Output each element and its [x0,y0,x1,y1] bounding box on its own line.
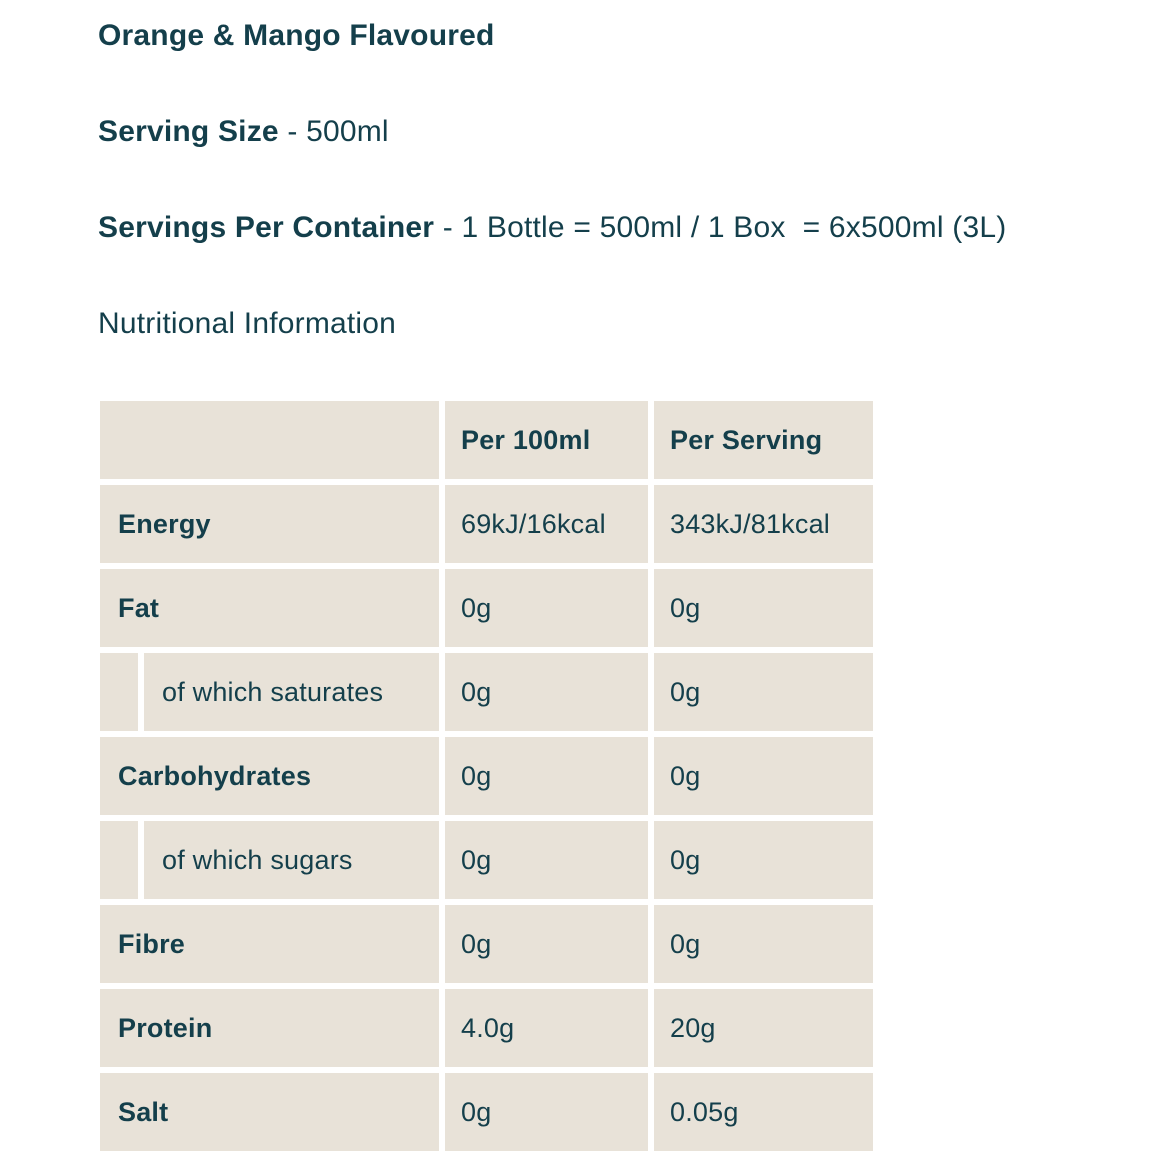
per-100ml-cell: 69kJ/16kcal [445,485,648,563]
row-indent-cell [100,821,138,899]
row-label-cell: Fibre [100,905,439,983]
row-label-cell: Protein [100,989,439,1067]
per-100ml-cell: 0g [445,1073,648,1151]
nutritional-information-text: Nutritional Information [98,307,397,340]
nutritional-information-heading: Nutritional Information [98,306,396,342]
header-per-serving: Per Serving [654,401,873,479]
per-serving-cell: 0g [654,821,873,899]
product-flavour-title: Orange & Mango Flavoured [98,18,495,54]
row-indent-cell [100,653,138,731]
row-label-cell: Salt [100,1073,439,1151]
nutrition-table: Per 100ml Per Serving Energy 69kJ/16kcal… [100,401,873,1151]
per-serving-cell: 0g [654,905,873,983]
per-serving-cell: 343kJ/81kcal [654,485,873,563]
row-label-cell: Fat [100,569,439,647]
per-serving-cell: 0g [654,569,873,647]
row-label-cell: Carbohydrates [100,737,439,815]
per-serving-cell: 0g [654,737,873,815]
flavour-title-text: Orange & Mango Flavoured [98,19,495,52]
servings-per-container-value: - 1 Bottle = 500ml / 1 Box = 6x500ml (3L… [434,211,1007,244]
per-serving-cell: 0g [654,653,873,731]
per-100ml-cell: 0g [445,569,648,647]
servings-per-container-label: Servings Per Container [98,211,435,244]
per-100ml-cell: 0g [445,737,648,815]
per-serving-cell: 0.05g [654,1073,873,1151]
row-label-cell: of which sugars [144,821,439,899]
per-100ml-cell: 4.0g [445,989,648,1067]
row-label-cell: Energy [100,485,439,563]
serving-size-line: Serving Size - 500ml [98,114,389,150]
serving-size-value: - 500ml [278,115,389,148]
per-serving-cell: 20g [654,989,873,1067]
header-per-100ml: Per 100ml [445,401,648,479]
per-100ml-cell: 0g [445,905,648,983]
header-empty-cell [100,401,439,479]
serving-size-label: Serving Size [98,115,279,148]
row-label-cell: of which saturates [144,653,439,731]
per-100ml-cell: 0g [445,653,648,731]
per-100ml-cell: 0g [445,821,648,899]
servings-per-container-line: Servings Per Container - 1 Bottle = 500m… [98,210,1006,246]
